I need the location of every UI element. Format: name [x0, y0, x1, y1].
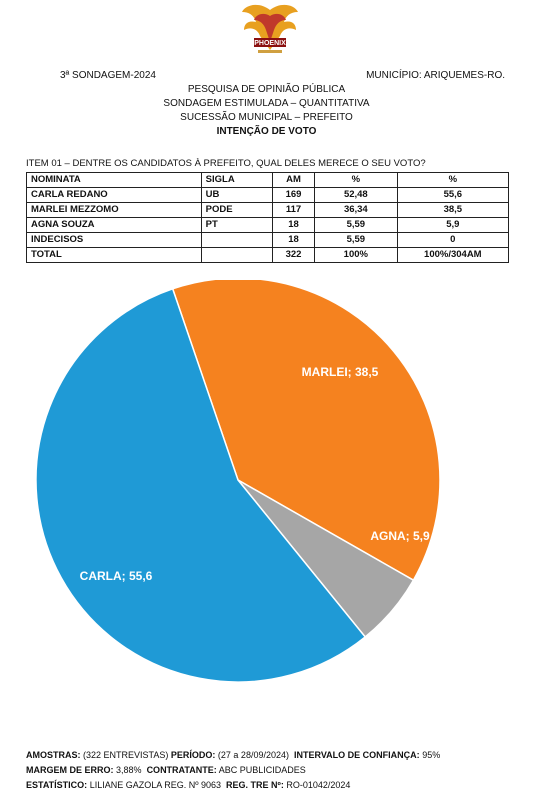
- footer-line-1: AMOSTRAS: (322 ENTREVISTAS) PERÍODO: (27…: [26, 750, 440, 760]
- reg-value: RO-01042/2024: [286, 780, 351, 790]
- contratante-label: CONTRATANTE:: [146, 765, 217, 775]
- table-cell: 5,9: [396, 217, 510, 233]
- phoenix-logo: PHOENIX: [242, 4, 298, 53]
- amostras-label: AMOSTRAS:: [26, 750, 81, 760]
- footer-line-3: ESTATÍSTICO: LILIANE GAZOLA REG. Nº 9063…: [26, 780, 350, 790]
- municipio-label: MUNICÍPIO: ARIQUEMES-RO.: [366, 70, 505, 81]
- amostras-value: (322 ENTREVISTAS): [83, 750, 169, 760]
- table-header-cell: NOMINATA: [26, 172, 202, 188]
- table-cell: [200, 247, 273, 263]
- table-cell: 100%/304AM: [396, 247, 510, 263]
- table-cell: INDECISOS: [26, 232, 202, 248]
- table-cell: [200, 232, 273, 248]
- margem-label: MARGEM DE ERRO:: [26, 765, 114, 775]
- table-row: MARLEI MEZZOMO PODE 117 36,34 38,5: [26, 202, 510, 218]
- table-cell: 18: [271, 217, 316, 233]
- pie-slice-label: MARLEI; 38,5: [302, 365, 379, 379]
- table-cell: UB: [200, 187, 273, 203]
- table-cell: 5,59: [314, 217, 398, 233]
- table-cell: TOTAL: [26, 247, 202, 263]
- intervalo-label: INTERVALO DE CONFIANÇA:: [294, 750, 420, 760]
- table-header-row: NOMINATA SIGLA AM % %: [26, 172, 510, 188]
- table-cell: 0: [396, 232, 510, 248]
- table-cell: 100%: [314, 247, 398, 263]
- table-cell: MARLEI MEZZOMO: [26, 202, 202, 218]
- pie-chart: MARLEI; 38,5 AGNA; 5,9 CARLA; 55,6: [35, 280, 441, 683]
- table-cell: PT: [200, 217, 273, 233]
- header-line-1: PESQUISA DE OPINIÃO PÚBLICA: [187, 84, 346, 95]
- contratante-value: ABC PUBLICIDADES: [218, 765, 306, 775]
- table-cell: 18: [271, 232, 316, 248]
- table-row: CARLA REDANO UB 169 52,48 55,6: [26, 187, 510, 203]
- pie-slice: [35, 287, 367, 683]
- sondagem-label: 3ª SONDAGEM-2024: [60, 70, 156, 81]
- table-row: INDECISOS 18 5,59 0: [26, 232, 510, 248]
- pie-slice-label: AGNA; 5,9: [370, 529, 430, 543]
- margem-value: 3,88%: [116, 765, 142, 775]
- table-cell: 169: [271, 187, 316, 203]
- pie-slice-label: CARLA; 55,6: [80, 569, 153, 583]
- table-row: AGNA SOUZA PT 18 5,59 5,9: [26, 217, 510, 233]
- header-title: INTENÇÃO DE VOTO: [216, 126, 317, 137]
- table-header-cell: SIGLA: [200, 172, 273, 188]
- header-line-3: SUCESSÃO MUNICIPAL – PREFEITO: [180, 112, 353, 123]
- table-cell: PODE: [200, 202, 273, 218]
- estatistico-label: ESTATÍSTICO:: [26, 780, 88, 790]
- intervalo-value: 95%: [422, 750, 441, 760]
- question-text: ITEM 01 – DENTRE OS CANDIDATOS À PREFEIT…: [26, 158, 426, 169]
- reg-label: REG. TRE Nº:: [226, 780, 284, 790]
- table-cell: 36,34: [314, 202, 398, 218]
- table-header-cell: %: [396, 172, 510, 188]
- table-header-cell: %: [314, 172, 398, 188]
- estatistico-value: LILIANE GAZOLA REG. Nº 9063: [89, 780, 222, 790]
- footer-line-2: MARGEM DE ERRO: 3,88% CONTRATANTE: ABC P…: [26, 765, 306, 775]
- table-cell: 117: [271, 202, 316, 218]
- table-header-cell: AM: [271, 172, 316, 188]
- results-table: NOMINATA SIGLA AM % % CARLA REDANO UB 16…: [26, 172, 510, 263]
- logo-text: PHOENIX: [254, 40, 286, 47]
- pie-slice: [171, 280, 441, 582]
- table-cell: CARLA REDANO: [26, 187, 202, 203]
- table-cell: 38,5: [396, 202, 510, 218]
- periodo-label: PERÍODO:: [170, 750, 216, 760]
- table-cell: 55,6: [396, 187, 510, 203]
- table-cell: 52,48: [314, 187, 398, 203]
- periodo-value: (27 a 28/09/2024): [217, 750, 289, 760]
- header-line-2: SONDAGEM ESTIMULADA – QUANTITATIVA: [163, 98, 370, 109]
- table-cell: 5,59: [314, 232, 398, 248]
- table-cell: AGNA SOUZA: [26, 217, 202, 233]
- table-row: TOTAL 322 100% 100%/304AM: [26, 247, 510, 263]
- table-cell: 322: [271, 247, 316, 263]
